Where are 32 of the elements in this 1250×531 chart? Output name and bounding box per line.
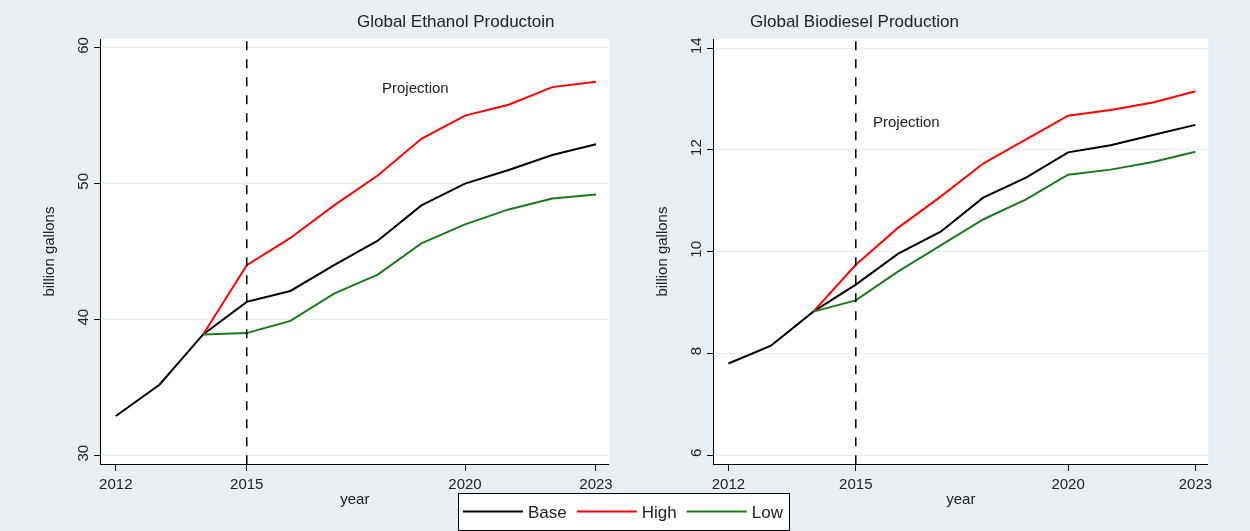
line-series [202,193,597,336]
x-tick-label: 2015 [230,475,264,493]
legend-label: Base [528,503,567,523]
x-tick-label: 2023 [579,475,613,493]
y-tick-label: 40 [73,308,91,326]
chart-title: Global Biodiesel Production [750,12,959,31]
y-tick-label: 60 [73,37,91,54]
x-tick-label: 2012 [711,475,746,493]
x-tick-label: 2023 [1178,475,1213,493]
y-axis-title: billion gallons [652,206,670,297]
legend-label: High [641,503,677,523]
y-tick-label: 8 [686,346,704,356]
x-tick-label: 2020 [1051,475,1085,493]
annotation: Projection [382,79,449,96]
x-axis-title: year [340,490,370,508]
x-tick-label: 2012 [99,475,133,493]
x-tick-label: 2015 [839,475,873,493]
y-tick-label: 10 [686,240,704,258]
x-axis-title: year [946,490,976,508]
y-axis-title: billion gallons [39,206,57,297]
line-series [812,150,1197,313]
legend-label: Low [751,503,784,523]
line-series [812,90,1197,313]
y-tick-label: 50 [73,173,91,190]
annotation: Projection [873,113,940,130]
y-tick-label: 6 [686,448,704,458]
chart-title: Global Ethanol Productoin [357,12,555,31]
y-tick-label: 30 [73,444,91,462]
y-tick-label: 14 [686,37,704,55]
line-series [202,80,597,336]
x-tick-label: 2020 [448,475,482,493]
y-tick-label: 12 [686,139,704,156]
